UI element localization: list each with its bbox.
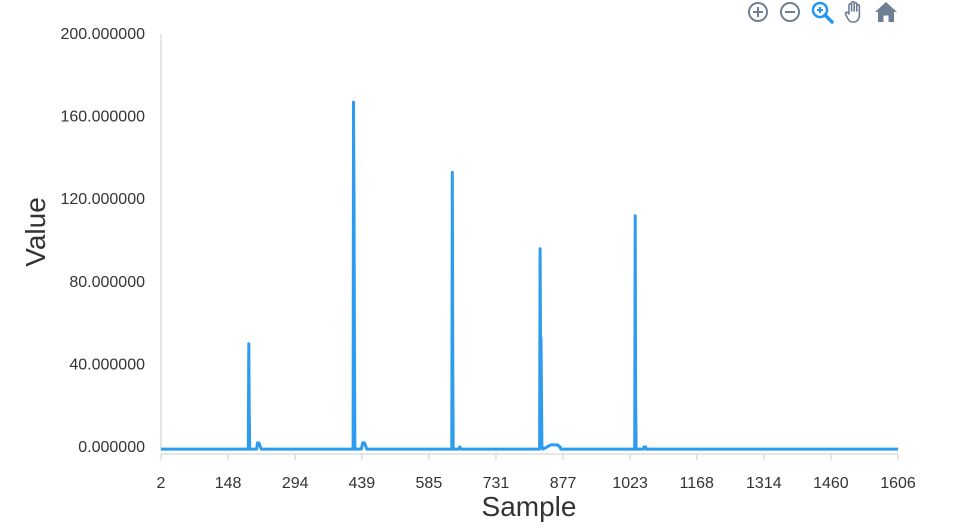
chart-toolbar [746,0,898,24]
y-axis: 0.000000 40.000000 80.000000 120.000000 160.… [60,26,162,456]
y-tick-label: 120.000000 [60,191,145,208]
x-tick-label: 731 [483,475,510,492]
y-tick-label: 0.000000 [78,439,145,456]
x-tick-label: 1314 [746,475,782,492]
series-group [161,100,898,451]
home-icon[interactable] [874,0,898,24]
y-tick-label: 80.000000 [69,274,145,291]
y-axis-title: Value [20,197,51,267]
zoom-out-icon[interactable] [778,0,802,24]
x-axis-title: Sample [482,491,577,522]
x-tick-label: 148 [215,475,242,492]
y-tick-label: 200.000000 [60,26,145,43]
x-tick-label: 877 [550,475,577,492]
x-axis: 2 148 294 439 585 731 877 1023 1168 1314 1460 1606 [157,453,916,492]
x-tick-label: 439 [348,475,375,492]
pan-icon[interactable] [842,0,866,24]
x-tick-label: 1168 [680,475,715,492]
x-tick-label: 1023 [612,475,648,492]
x-tick-label: 585 [416,475,443,492]
selection-zoom-icon[interactable] [810,0,834,24]
x-tick-label: 1460 [813,475,849,492]
series-line-0 [161,100,898,451]
zoom-in-icon[interactable] [746,0,770,24]
x-tick-label: 2 [157,475,166,492]
y-tick-label: 160.000000 [60,109,145,126]
y-tick-label: 40.000000 [69,356,145,373]
x-tick-label: 1606 [880,475,916,492]
x-tick-label: 294 [282,475,309,492]
